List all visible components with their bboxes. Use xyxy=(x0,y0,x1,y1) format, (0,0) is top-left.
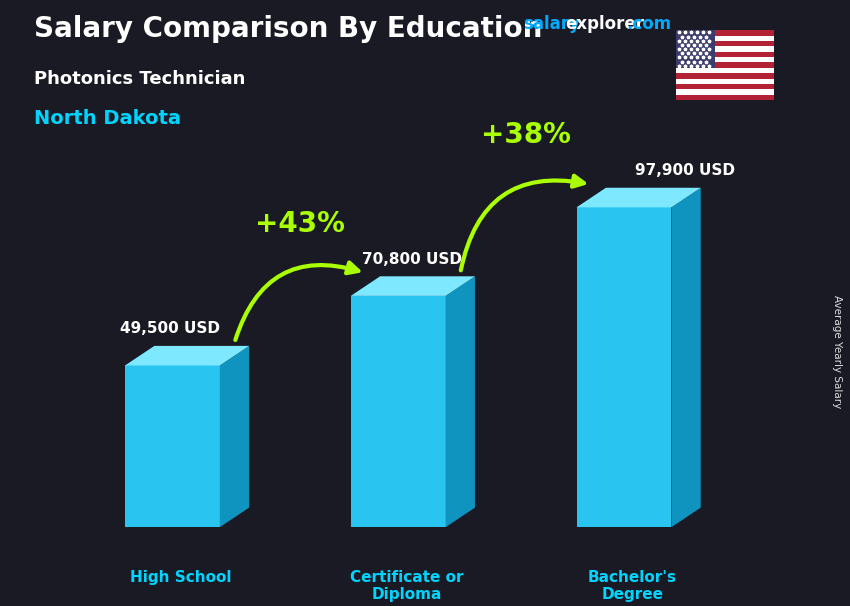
Text: North Dakota: North Dakota xyxy=(34,109,181,128)
Text: explorer: explorer xyxy=(565,15,644,33)
Text: 97,900 USD: 97,900 USD xyxy=(635,163,735,178)
Polygon shape xyxy=(351,276,475,296)
FancyBboxPatch shape xyxy=(576,207,672,527)
Text: Certificate or
Diploma: Certificate or Diploma xyxy=(350,570,463,602)
Text: Bachelor's
Degree: Bachelor's Degree xyxy=(588,570,677,602)
Text: Average Yearly Salary: Average Yearly Salary xyxy=(832,295,842,408)
Text: +43%: +43% xyxy=(255,210,345,238)
Bar xyxy=(676,36,774,41)
Bar xyxy=(676,79,774,84)
Text: High School: High School xyxy=(130,570,232,585)
Text: Photonics Technician: Photonics Technician xyxy=(34,70,246,88)
Polygon shape xyxy=(125,346,249,365)
Polygon shape xyxy=(672,188,700,527)
FancyBboxPatch shape xyxy=(351,296,445,527)
FancyBboxPatch shape xyxy=(125,365,220,527)
Bar xyxy=(676,89,774,95)
Bar xyxy=(676,73,774,79)
Bar xyxy=(676,57,774,62)
Bar xyxy=(676,52,774,57)
Text: 70,800 USD: 70,800 USD xyxy=(362,251,462,267)
Polygon shape xyxy=(445,276,475,527)
Polygon shape xyxy=(576,188,700,207)
Bar xyxy=(676,47,774,52)
Text: Salary Comparison By Education: Salary Comparison By Education xyxy=(34,15,542,43)
Text: .com: .com xyxy=(626,15,672,33)
Bar xyxy=(676,41,774,47)
Bar xyxy=(676,95,774,100)
Bar xyxy=(676,84,774,89)
Text: 49,500 USD: 49,500 USD xyxy=(121,321,220,336)
Bar xyxy=(676,62,774,68)
Text: +38%: +38% xyxy=(481,121,570,150)
Bar xyxy=(676,30,715,68)
Bar xyxy=(676,68,774,73)
Bar xyxy=(676,30,774,36)
Polygon shape xyxy=(220,346,249,527)
Text: salary: salary xyxy=(523,15,580,33)
